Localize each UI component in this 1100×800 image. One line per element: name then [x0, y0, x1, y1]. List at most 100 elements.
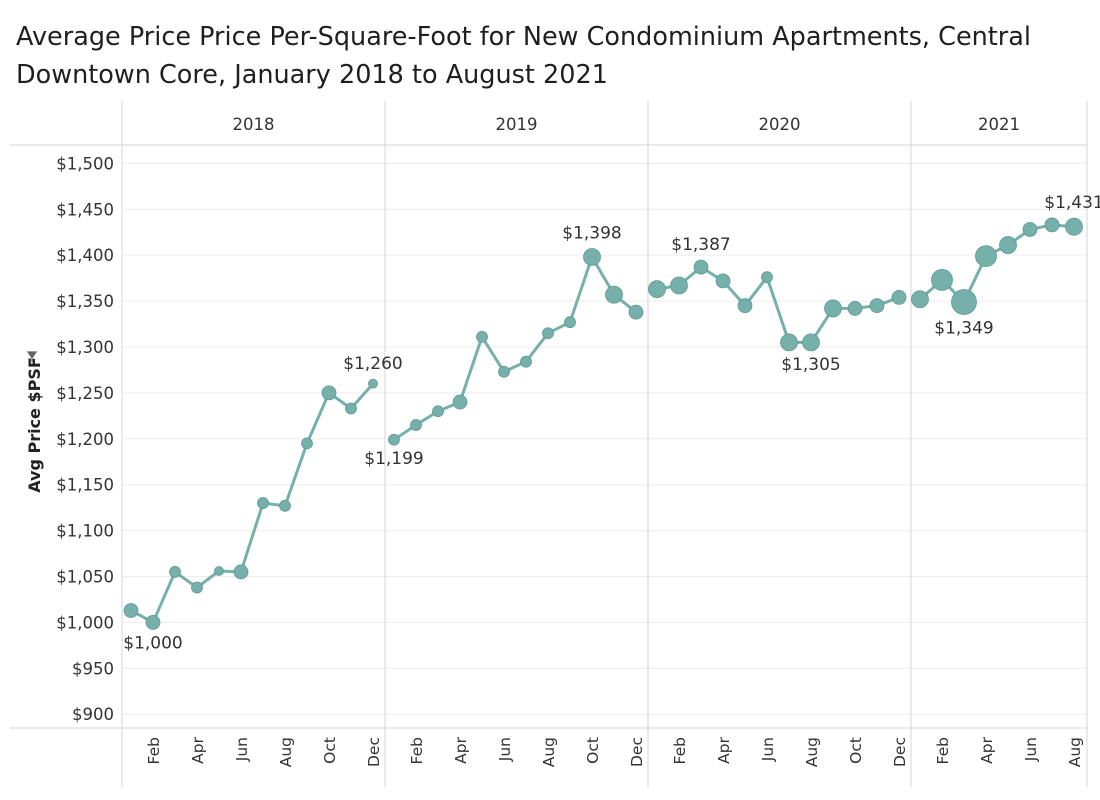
year-header: 2021	[978, 115, 1020, 134]
y-tick-label: $900	[72, 705, 114, 724]
data-label: $1,398	[562, 224, 621, 244]
x-tick-label: Aug	[277, 737, 295, 767]
y-axis: $900 $950 $1,000 $1,050 $1,100 $1,150 $1,200 $1…	[25, 154, 114, 724]
data-point	[191, 581, 203, 594]
y-tick-label: $1,400	[56, 246, 114, 265]
data-point	[542, 327, 554, 340]
data-point	[802, 333, 820, 352]
data-label: $1,199	[364, 449, 423, 469]
data-point	[1044, 217, 1060, 233]
data-point	[368, 378, 378, 389]
data-point	[583, 248, 601, 266]
data-point	[951, 289, 977, 315]
data-point	[123, 603, 139, 618]
data-point	[931, 269, 953, 291]
data-point	[605, 285, 623, 304]
x-tick-label: Feb	[145, 737, 163, 764]
x-tick-label: Aug	[803, 737, 821, 767]
x-tick-label: Dec	[628, 737, 646, 767]
series-line	[392, 255, 638, 442]
pin-icon	[26, 351, 38, 362]
data-point	[628, 304, 644, 320]
data-point	[911, 290, 929, 309]
data-label: $1,431	[1044, 193, 1100, 213]
data-point	[1022, 222, 1038, 237]
data-point	[670, 276, 688, 295]
data-point	[345, 402, 357, 415]
y-tick-label: $1,050	[56, 568, 114, 587]
year-headers: 2018 2019 2020 2021	[233, 115, 1021, 134]
data-point	[214, 566, 224, 576]
y-tick-label: $1,450	[56, 200, 114, 219]
data-point	[145, 615, 161, 630]
x-tick-label: Apr	[189, 736, 207, 763]
y-tick-label: $950	[72, 659, 114, 678]
data-point	[648, 280, 666, 299]
y-tick-label: $1,250	[56, 384, 114, 403]
x-tick-label: Oct	[584, 737, 602, 764]
data-point	[824, 299, 842, 318]
data-point	[847, 301, 863, 316]
y-tick-label: $1,350	[56, 292, 114, 311]
data-point	[233, 564, 249, 580]
chart-title: Average Price Price Per-Square-Foot for …	[16, 22, 1031, 90]
data-label: $1,387	[671, 235, 730, 255]
data-point	[498, 365, 510, 378]
data-point	[432, 405, 444, 418]
data-point	[257, 497, 269, 509]
data-point	[520, 355, 532, 368]
x-tick-label: Apr	[452, 736, 470, 763]
y-tick-label: $1,100	[56, 522, 114, 541]
x-tick-label: Jun	[233, 737, 251, 762]
panel-frame	[10, 101, 1088, 787]
data-point	[1065, 217, 1083, 236]
data-point	[780, 333, 798, 352]
data-label: $1,260	[343, 354, 402, 374]
x-tick-label: Aug	[1066, 737, 1084, 767]
data-label: $1,000	[123, 633, 182, 653]
x-tick-label: Oct	[847, 737, 865, 764]
data-point	[975, 245, 997, 267]
data-labels: $1,000 $1,260 $1,199 $1,398 $1,387 $1,305 $1,3…	[123, 193, 1100, 653]
data-point	[452, 394, 468, 410]
series-line	[655, 265, 901, 344]
x-axis: Feb Apr Jun Aug Oct Dec Feb Apr Jun Aug Oct Dec Feb A…	[145, 736, 1084, 767]
y-tick-label: $1,200	[56, 430, 114, 449]
data-point	[321, 385, 337, 401]
series-line	[129, 382, 375, 624]
x-tick-label: Dec	[891, 737, 909, 767]
y-tick-label: $1,000	[56, 613, 114, 632]
data-point	[410, 419, 422, 431]
data-point	[891, 290, 907, 305]
x-tick-label: Apr	[715, 736, 733, 763]
data-point	[388, 433, 400, 446]
x-tick-label: Aug	[540, 737, 558, 767]
y-tick-label: $1,150	[56, 476, 114, 495]
x-tick-label: Jun	[759, 737, 777, 762]
x-tick-label: Jun	[496, 737, 514, 762]
x-tick-label: Dec	[365, 737, 383, 767]
year-header: 2019	[496, 115, 538, 134]
data-point	[301, 437, 313, 450]
y-axis-title: Avg Price $PSF	[25, 357, 44, 493]
x-tick-label: Feb	[671, 737, 689, 764]
x-tick-label: Feb	[408, 737, 426, 764]
year-header: 2018	[233, 115, 275, 134]
x-tick-label: Apr	[978, 736, 996, 763]
data-point	[715, 273, 731, 289]
year-header: 2020	[759, 115, 801, 134]
y-tick-label: $1,300	[56, 338, 114, 357]
data-label: $1,349	[934, 318, 993, 338]
data-point	[693, 259, 709, 275]
data-point	[476, 330, 488, 343]
x-tick-label: Jun	[1022, 737, 1040, 762]
data-point	[279, 499, 291, 512]
data-label: $1,305	[781, 355, 840, 375]
data-point	[564, 316, 576, 329]
data-point	[761, 271, 773, 284]
data-point	[737, 298, 753, 314]
series-points	[123, 217, 1083, 630]
data-point	[869, 298, 885, 314]
data-point	[999, 236, 1017, 254]
